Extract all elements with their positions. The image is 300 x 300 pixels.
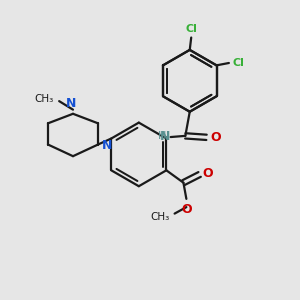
Text: CH₃: CH₃	[34, 94, 53, 104]
Text: O: O	[210, 131, 221, 144]
Text: CH₃: CH₃	[150, 212, 170, 221]
Text: O: O	[202, 167, 213, 180]
Text: N: N	[102, 139, 112, 152]
Text: H: H	[158, 131, 166, 141]
Text: Cl: Cl	[233, 58, 244, 68]
Text: O: O	[182, 203, 192, 216]
Text: N: N	[160, 130, 171, 143]
Text: N: N	[66, 97, 77, 110]
Text: Cl: Cl	[185, 24, 197, 34]
